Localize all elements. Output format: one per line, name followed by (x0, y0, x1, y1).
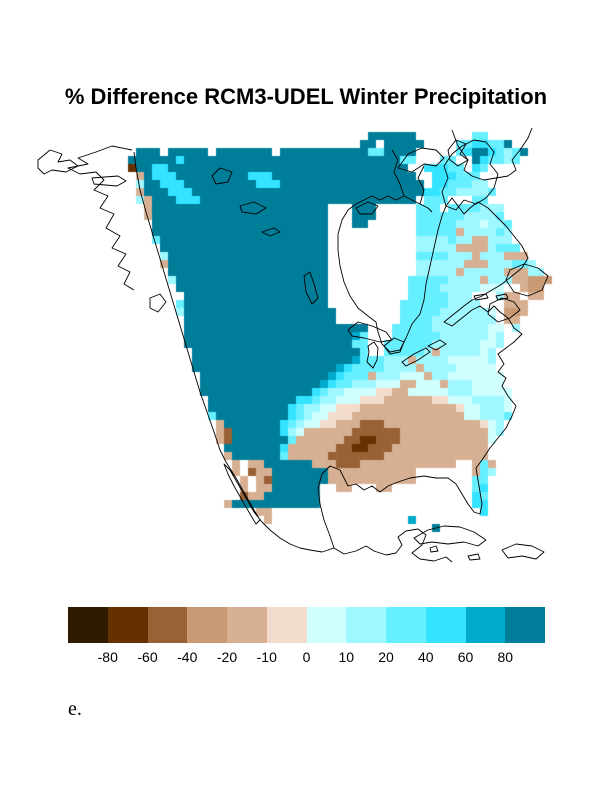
coastline-path (501, 543, 545, 560)
colorbar-segment (187, 607, 227, 643)
panel-label: e. (68, 698, 82, 720)
coastline-path (333, 528, 453, 563)
colorbar-tick-label: 10 (338, 649, 355, 665)
colorbar-segment (386, 607, 426, 643)
coastline-path (447, 139, 469, 167)
coastline-path (487, 297, 521, 323)
colorbar-tick-label: -80 (97, 649, 118, 665)
coastline-path (347, 321, 393, 343)
colorbar-segment (346, 607, 386, 643)
colorbar-segment (306, 607, 347, 643)
colorbar-tick-label: -40 (177, 649, 198, 665)
coastline-path (67, 145, 135, 291)
colorbar-segment (107, 607, 148, 643)
coastline-path (383, 337, 405, 355)
coastline-path (427, 339, 447, 351)
colorbar-segment (227, 607, 267, 643)
colorbar-tick-label: 20 (378, 649, 394, 665)
coastline-path (429, 545, 439, 553)
coastline-path (451, 127, 533, 181)
coastline-path (391, 149, 405, 197)
coastline-path (473, 293, 489, 301)
coastline-path (467, 553, 481, 561)
coastline-path (149, 293, 167, 313)
colorbar-tick-label: -10 (256, 649, 277, 665)
coastline-path (401, 347, 431, 367)
colorbar-segment (266, 607, 307, 643)
coastline-path (495, 293, 509, 301)
colorbar-segment (68, 607, 108, 643)
coastline-path (413, 525, 487, 547)
coastline-path (417, 165, 425, 205)
coastline-path (397, 147, 445, 173)
coastline-path (91, 175, 127, 187)
colorbar-tick-label: 40 (417, 649, 434, 665)
coastline-path (133, 151, 529, 553)
chart-title: % Difference RCM3-UDEL Winter Precipitat… (64, 84, 548, 109)
colorbar-tick-label: 60 (457, 649, 474, 665)
coastline-path (239, 201, 267, 215)
colorbar-segment (425, 607, 466, 643)
colorbar-tick-labels: -80 -60 -40 -20 -10 0 10 20 40 60 80 (0, 649, 612, 667)
coastline-path (211, 167, 233, 185)
colorbar (68, 607, 545, 643)
coastline-path (505, 263, 549, 297)
coastline-path (261, 227, 281, 237)
colorbar-tick-label: 0 (302, 649, 311, 665)
coastline-path (303, 271, 319, 305)
colorbar-segment (147, 607, 188, 643)
coastline-path (441, 139, 499, 211)
colorbar-tick-label: -20 (216, 649, 238, 665)
colorbar-tick-label: -60 (137, 649, 158, 665)
coastline-path (355, 201, 379, 215)
colorbar-segment (505, 607, 545, 643)
colorbar-segment (465, 607, 506, 643)
coastline-path (366, 341, 379, 369)
colorbar-tick-label: 80 (497, 649, 514, 665)
